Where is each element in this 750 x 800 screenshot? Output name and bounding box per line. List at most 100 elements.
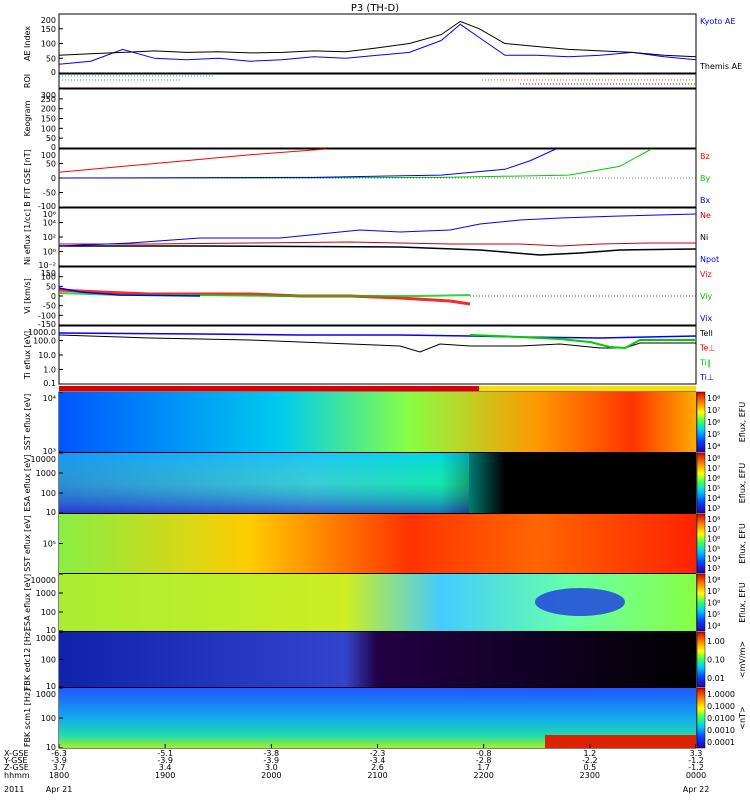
ytick-ni-4: 10⁶: [43, 210, 56, 219]
time-tick-2: 2000: [261, 771, 281, 780]
ytick-esa_i-2: 1000: [36, 469, 56, 478]
ytick-keogram-6: 300: [41, 91, 56, 100]
ytick-fbk_e-2: 1000: [36, 634, 56, 643]
ytick-keogram-4: 200: [41, 105, 56, 114]
cbar-tick-esa_i-2: 10⁵: [707, 484, 720, 493]
ylabel-fbk_b: FBK scm1 [Hz]: [23, 689, 32, 747]
x-gse-0: -6.3: [51, 749, 67, 758]
cbar-tick-esa_i-5: 10⁸: [707, 454, 720, 463]
cbar-tick-esa_i-4: 10⁷: [707, 464, 720, 473]
ytick-keogram-0: 0: [51, 143, 56, 152]
cbar-label-esa_i: Eflux, EFU: [738, 463, 747, 504]
legend-labels: Kyoto AE Themis AE Bz By Bx Ne Ni Npot Viz Viy Vix…: [699, 17, 742, 382]
ytick-esa_e-2: 1000: [36, 589, 56, 598]
x-gse-2: -3.8: [264, 749, 280, 758]
legend-ni-2: Npot: [700, 255, 719, 264]
esa-electron-feature: [535, 588, 625, 616]
ytick-fbk_b-1: 100: [41, 714, 56, 723]
cbar-tick-esa_i-0: 10³: [707, 504, 720, 513]
ylabel-sst_i: SST eflux [eV]: [23, 394, 32, 451]
series-bfit-2: [58, 148, 557, 179]
series-ae-1: [58, 20, 697, 58]
ytick-vi-5: 100: [41, 273, 56, 282]
plot-title: P3 (TH-D): [351, 3, 399, 14]
ytick-vi-1: -100: [38, 311, 56, 320]
cbar-tick-sst_e-3: 10⁶: [707, 535, 720, 544]
ytick-fbk_b-2: 1000: [36, 690, 56, 699]
y-gse-0: -3.9: [51, 756, 67, 765]
cbar-tick-fbk_b-3: 0.1000: [707, 702, 735, 711]
cbar-tick-sst_i-3: 10⁷: [707, 406, 720, 415]
ytick-bfit-3: 50: [46, 160, 56, 169]
legend-ae-0: Kyoto AE: [700, 17, 735, 26]
ytick-ae-0: 0: [51, 68, 56, 77]
legend-bfit-0: Bz: [700, 152, 710, 161]
time-tick-4: 2200: [473, 771, 493, 780]
cbar-tick-esa_e-4: 10⁸: [707, 576, 720, 585]
cbar-tick-esa_e-0: 10⁴: [707, 621, 720, 630]
ytick-ti-0: 0.1: [43, 379, 56, 388]
ytick-fbk_e-0: 10: [46, 682, 56, 691]
legend-ti-0: Tell: [699, 329, 713, 338]
mode-bar-slow: [479, 386, 696, 391]
cbar-tick-sst_i-1: 10⁵: [707, 430, 720, 439]
cbar-tick-sst_e-5: 10⁸: [707, 515, 720, 524]
time-tick-5: 2300: [580, 771, 600, 780]
legend-bfit-1: By: [700, 174, 710, 183]
legend-ti-1: Te⊥: [699, 344, 715, 353]
time-tick-3: 2100: [367, 771, 387, 780]
cbar-label-sst_e: Eflux, EFU: [738, 523, 747, 564]
cbar-tick-fbk_b-1: 0.0010: [707, 726, 735, 735]
z-gse-0: 3.7: [53, 763, 66, 772]
cbar-tick-fbk_e-0: 0.01: [707, 674, 725, 683]
ni-ni-line: [59, 245, 697, 256]
ytick-bfit-0: -100: [38, 202, 56, 211]
legend-ni-0: Ne: [700, 211, 711, 220]
line-series-layer: [58, 20, 697, 179]
time-tick-6: 0000: [686, 771, 706, 780]
y-gse-1: -3.9: [157, 756, 173, 765]
legend-ti-3: Ti⊥: [699, 373, 714, 382]
cbar-tick-esa_e-3: 10⁷: [707, 587, 720, 596]
time-year: 2011: [4, 785, 24, 794]
ylabel-esa_i: ESA eflux [eV]: [23, 454, 32, 511]
ytick-ni-3: 10⁴: [43, 219, 56, 228]
x-gse-1: -5.1: [157, 749, 173, 758]
ylabel-ti: Ti eflux [eV]: [23, 331, 32, 380]
ylabel-fbk_e: FBK edc12 [Hz]: [23, 629, 32, 690]
mode-bar-fast: [59, 386, 479, 391]
ni-ne-line: [59, 241, 696, 247]
ytick-ti-2: 10.0: [38, 351, 56, 360]
ytick-esa_i-1: 100: [41, 489, 56, 498]
z-gse-2: 3.0: [265, 763, 278, 772]
panel-frame-roi: [58, 73, 697, 89]
cbar-tick-sst_i-4: 10⁸: [707, 394, 720, 403]
y-gse-4: -2.8: [476, 756, 492, 765]
ytick-sst_e-0: 10⁵: [43, 540, 56, 549]
cbar-tick-esa_e-1: 10⁵: [707, 610, 720, 619]
z-gse-1: 3.4: [159, 763, 172, 772]
ytick-ni-2: 10²: [43, 233, 56, 242]
ytick-keogram-5: 250: [41, 95, 56, 104]
series-ae-0: [58, 23, 697, 65]
legend-vi-1: Viy: [700, 292, 713, 301]
end-date: Apr 22: [683, 785, 710, 794]
y-tick-labels: 050100150200050100150200250300-100-50050…: [28, 13, 63, 752]
colorbar-fbk_b: [696, 687, 706, 749]
cbar-tick-sst_e-4: 10⁷: [707, 525, 720, 534]
ytick-ae-3: 150: [41, 25, 56, 34]
ylabel-ae: AE Index: [23, 26, 32, 61]
esa-ion-overlay: [59, 453, 469, 513]
cbar-tick-fbk_b-0: 0.0001: [707, 738, 735, 747]
ytick-keogram-2: 100: [41, 124, 56, 133]
ytick-vi-0: -150: [38, 320, 56, 329]
ytick-keogram-3: 150: [41, 115, 56, 124]
colorbar-sst_i: [696, 391, 706, 453]
ytick-ti-1: 1.0: [43, 366, 56, 375]
ylabel-roi: ROI: [23, 74, 32, 88]
colorbar-esa_e: [696, 573, 706, 632]
ti-par-line: [469, 334, 696, 350]
ylabel-ni: Ni eflux [1/cc]: [23, 209, 32, 265]
fbk-scm-red-band: [545, 735, 696, 748]
cbar-tick-esa_i-1: 10⁴: [707, 494, 720, 503]
